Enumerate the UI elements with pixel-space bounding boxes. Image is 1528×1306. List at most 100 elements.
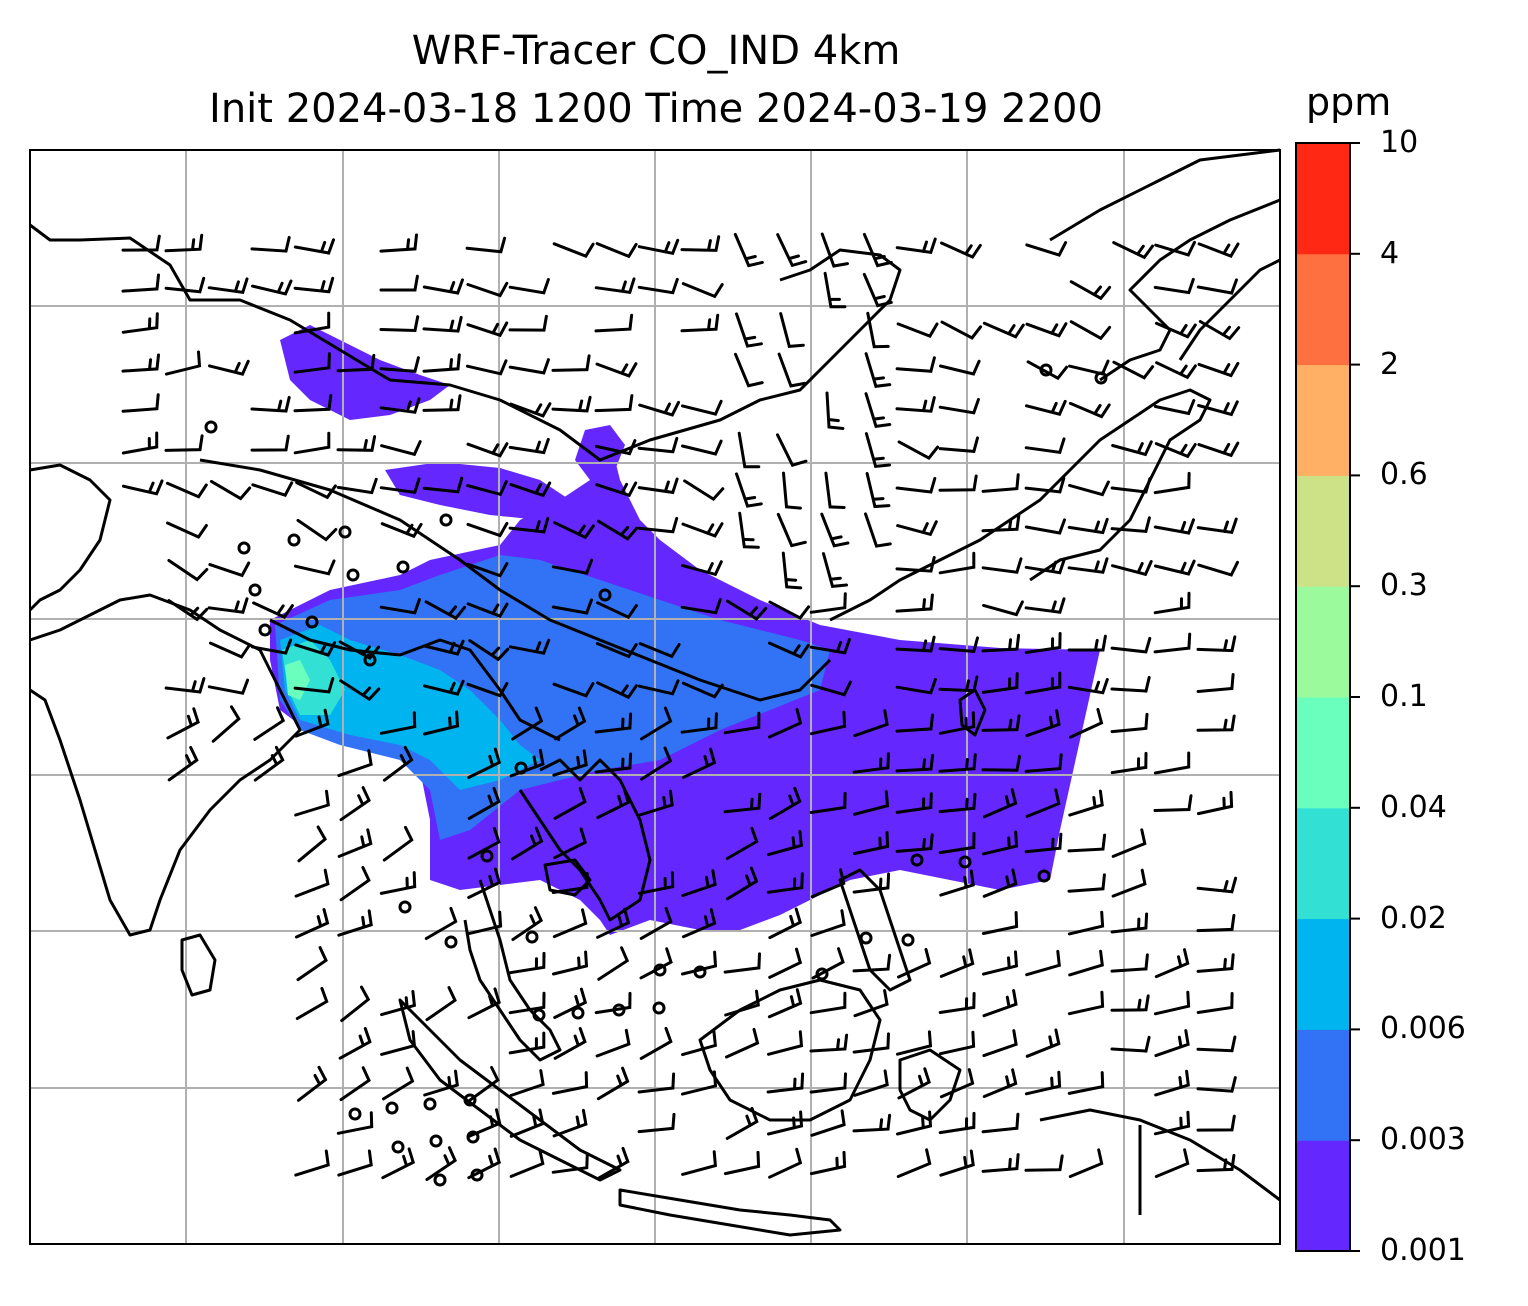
calm-marker-27	[571, 1006, 585, 1020]
wind-barb-319	[552, 908, 588, 939]
calm-marker-37	[433, 1173, 447, 1187]
wind-barb-293	[938, 831, 976, 855]
wind-barb-38	[293, 311, 331, 335]
wind-barb-238	[723, 711, 761, 735]
wind-barb-145	[637, 516, 679, 534]
wind-barb-308	[852, 872, 891, 894]
wind-barb-427	[768, 1147, 803, 1179]
wind-barb-377	[938, 1030, 976, 1056]
wind-barb-168	[981, 557, 1023, 574]
wind-barb-263	[1024, 753, 1063, 773]
wind-barb-316	[424, 906, 458, 940]
border-central-asia	[29, 223, 902, 462]
wind-barb-149	[820, 512, 850, 548]
wind-barb-0	[121, 234, 161, 252]
wind-barb-94	[121, 431, 159, 455]
tracer-patch-north-3	[575, 425, 625, 480]
wind-barb-288	[553, 827, 588, 860]
wind-barb-395	[853, 1069, 889, 1097]
wind-barb-269	[553, 787, 587, 820]
wind-barb-432	[1024, 1154, 1064, 1172]
wind-barb-125	[637, 477, 679, 495]
wind-barb-228	[211, 705, 241, 743]
tracer-plume-low	[275, 555, 830, 840]
wind-barb-107	[864, 432, 891, 469]
wind-barb-400	[1067, 1071, 1105, 1095]
wind-barb-321	[639, 907, 673, 940]
wind-barb-89	[938, 398, 980, 415]
wind-barb-156	[1153, 518, 1195, 535]
wind-barb-200	[809, 638, 851, 655]
wind-barb-195	[468, 639, 510, 662]
wind-barb-117	[251, 481, 294, 498]
calm-marker-20	[693, 965, 707, 979]
wind-barb-15	[940, 241, 982, 259]
wind-barb-339	[897, 948, 932, 979]
colorbar-swatch-9	[1296, 143, 1350, 255]
wind-barb-310	[982, 868, 1018, 898]
wind-barb-385	[382, 1066, 415, 1101]
wind-barbs-layer	[121, 232, 1241, 1181]
wind-barb-307	[810, 868, 846, 899]
wind-barb-251	[337, 749, 373, 778]
wind-barb-51	[1025, 322, 1068, 338]
coastline-sumatra	[398, 998, 622, 1182]
wind-barb-353	[553, 987, 588, 1019]
wind-barb-403	[336, 1111, 374, 1135]
wind-barb-225	[1110, 675, 1151, 693]
wind-barb-155	[1110, 516, 1151, 533]
wind-barb-277	[938, 792, 977, 814]
wind-barb-313	[1196, 876, 1238, 894]
wind-barb-322	[681, 908, 717, 939]
wind-barb-131	[895, 477, 937, 494]
wind-barb-142	[508, 517, 550, 534]
calm-marker-2	[287, 533, 301, 547]
wind-barb-220	[895, 678, 937, 695]
wind-barb-126	[683, 479, 725, 502]
calm-marker-11	[514, 761, 528, 775]
coastline-borneo	[698, 978, 882, 1122]
wind-barb-405	[509, 1108, 545, 1138]
wind-barb-369	[595, 1028, 631, 1058]
wind-barb-325	[981, 911, 1019, 935]
wind-barb-268	[467, 786, 501, 820]
wind-barb-367	[508, 1031, 546, 1055]
coastline-china	[829, 388, 1212, 622]
wind-barb-380	[1110, 1035, 1151, 1053]
wind-barb-75	[1197, 361, 1240, 378]
wind-barb-317	[465, 910, 503, 936]
wind-barb-373	[767, 1030, 804, 1056]
wind-barb-97	[293, 431, 331, 455]
wind-barb-95	[164, 434, 204, 452]
wind-barb-99	[380, 440, 422, 457]
wind-barb-161	[466, 562, 509, 578]
colorbar-tick-label: 2	[1380, 346, 1400, 382]
colorbar	[1295, 142, 1360, 1252]
colorbar-swatch-0	[1296, 1140, 1350, 1252]
wind-barb-189	[1153, 591, 1191, 615]
wind-barb-98	[336, 435, 377, 452]
wind-barb-170	[1067, 557, 1109, 574]
wind-barb-370	[639, 1026, 673, 1060]
wind-barb-301	[467, 867, 502, 899]
colorbar-tick-label: 0.003	[1380, 1122, 1466, 1158]
wind-barb-8	[637, 238, 680, 256]
wind-barb-261	[938, 753, 977, 773]
coastline-new-guinea	[1039, 1108, 1281, 1202]
border-tibet	[199, 458, 832, 702]
calm-marker-16	[398, 900, 412, 914]
wind-barb-212	[339, 679, 381, 702]
wind-barb-365	[338, 1027, 372, 1060]
wind-barb-129	[824, 471, 846, 509]
wind-barb-255	[552, 749, 588, 777]
wind-barb-294	[982, 830, 1019, 856]
wind-barb-179	[466, 602, 509, 618]
wind-barb-389	[551, 1071, 589, 1095]
wind-barb-7	[595, 242, 638, 259]
wind-barb-239	[768, 707, 803, 739]
wind-barb-90	[1025, 399, 1067, 416]
wind-barb-6	[552, 242, 595, 259]
coastline-sri-lanka	[180, 933, 217, 997]
wind-barb-384	[339, 1066, 371, 1102]
wind-barb-355	[724, 989, 760, 1017]
